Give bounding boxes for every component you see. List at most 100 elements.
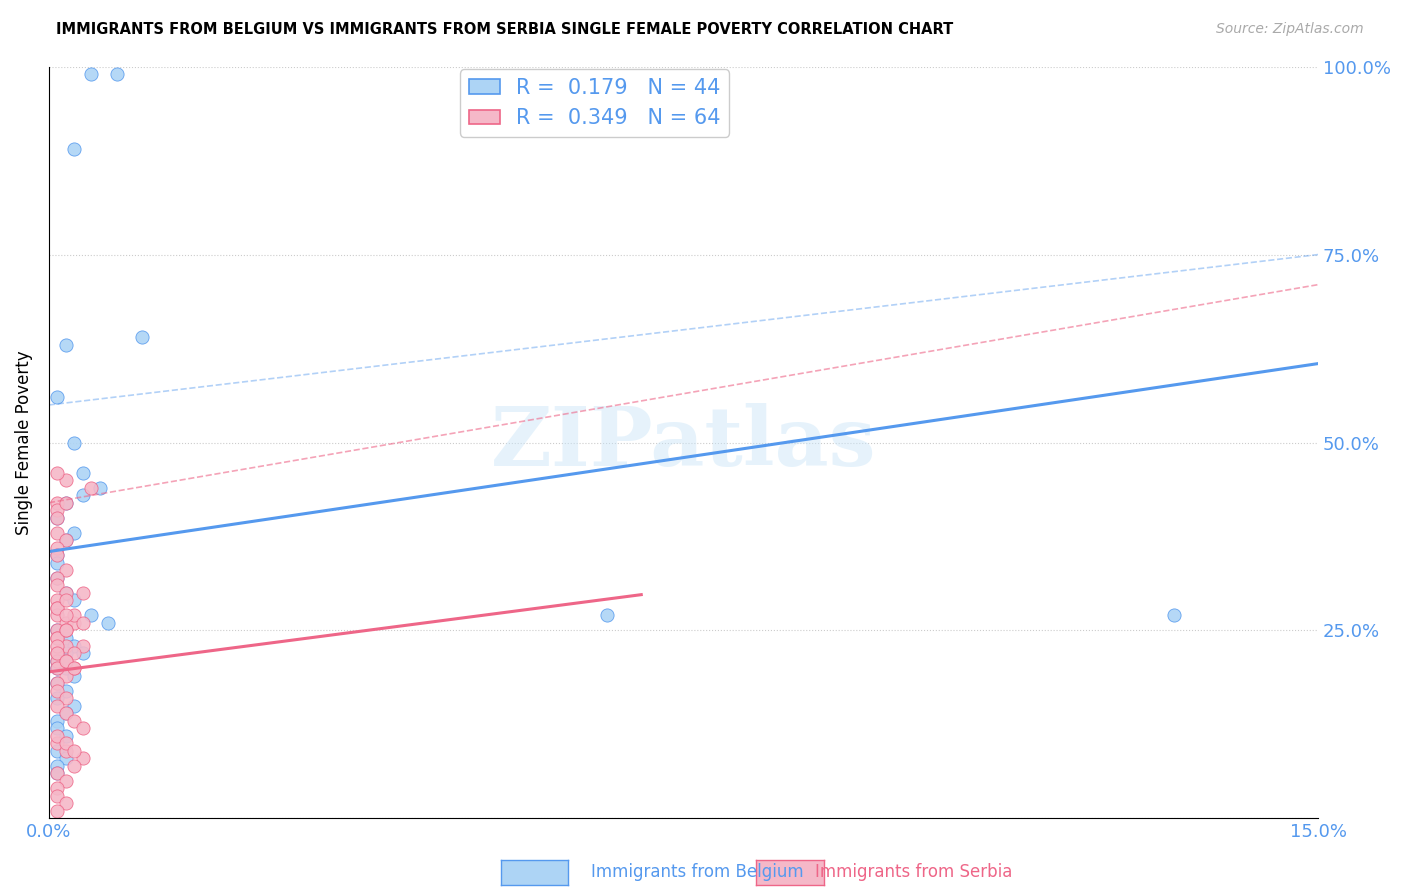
- Point: [55, 593, 77, 607]
- Point: [55, 496, 77, 510]
- Point: [596, 608, 619, 623]
- Point: [46, 676, 69, 690]
- Point: [46, 549, 69, 563]
- Point: [63, 615, 86, 630]
- Point: [46, 496, 69, 510]
- Point: [105, 67, 128, 81]
- Point: [63, 744, 86, 758]
- Point: [46, 646, 69, 660]
- Point: [46, 721, 69, 735]
- Point: [63, 661, 86, 675]
- Point: [1163, 608, 1185, 623]
- Point: [46, 698, 69, 713]
- Point: [46, 654, 69, 668]
- Point: [63, 608, 86, 623]
- Point: [55, 751, 77, 765]
- Point: [46, 510, 69, 524]
- Point: [55, 661, 77, 675]
- Point: [55, 646, 77, 660]
- Point: [72, 615, 94, 630]
- Point: [46, 510, 69, 524]
- Point: [55, 654, 77, 668]
- Point: [55, 615, 77, 630]
- Point: [55, 668, 77, 682]
- Point: [72, 466, 94, 480]
- Point: [63, 698, 86, 713]
- Point: [55, 338, 77, 352]
- Point: [80, 481, 103, 495]
- Point: [97, 615, 120, 630]
- Point: [55, 533, 77, 548]
- Point: [63, 646, 86, 660]
- Point: [63, 639, 86, 653]
- Point: [55, 773, 77, 788]
- Point: [46, 549, 69, 563]
- Point: [63, 661, 86, 675]
- Point: [46, 766, 69, 780]
- Point: [46, 736, 69, 750]
- Point: [72, 488, 94, 502]
- Point: [46, 766, 69, 780]
- Point: [55, 473, 77, 487]
- Point: [55, 683, 77, 698]
- Point: [46, 691, 69, 706]
- Point: [55, 797, 77, 811]
- Point: [63, 593, 86, 607]
- Text: Immigrants from Serbia: Immigrants from Serbia: [815, 863, 1012, 881]
- Point: [55, 736, 77, 750]
- Point: [63, 142, 86, 156]
- Text: ZIPatlas: ZIPatlas: [491, 402, 876, 483]
- Point: [80, 608, 103, 623]
- Point: [55, 744, 77, 758]
- Point: [131, 330, 153, 344]
- Point: [55, 639, 77, 653]
- Point: [46, 624, 69, 638]
- Point: [55, 691, 77, 706]
- Point: [46, 571, 69, 585]
- Point: [55, 654, 77, 668]
- Point: [46, 789, 69, 803]
- Point: [55, 496, 77, 510]
- Point: [63, 668, 86, 682]
- Point: [46, 631, 69, 645]
- Point: [46, 571, 69, 585]
- Point: [55, 608, 77, 623]
- Point: [63, 435, 86, 450]
- Point: [63, 714, 86, 728]
- Point: [46, 541, 69, 555]
- Text: IMMIGRANTS FROM BELGIUM VS IMMIGRANTS FROM SERBIA SINGLE FEMALE POVERTY CORRELAT: IMMIGRANTS FROM BELGIUM VS IMMIGRANTS FR…: [56, 22, 953, 37]
- Point: [46, 654, 69, 668]
- Point: [46, 556, 69, 570]
- Point: [55, 631, 77, 645]
- Point: [46, 525, 69, 540]
- Point: [55, 586, 77, 600]
- Point: [63, 525, 86, 540]
- Point: [46, 759, 69, 773]
- Point: [46, 729, 69, 743]
- Legend: R =  0.179   N = 44, R =  0.349   N = 64: R = 0.179 N = 44, R = 0.349 N = 64: [460, 70, 730, 136]
- Point: [55, 624, 77, 638]
- Point: [46, 804, 69, 818]
- Point: [46, 593, 69, 607]
- Text: Immigrants from Belgium: Immigrants from Belgium: [591, 863, 803, 881]
- Point: [72, 639, 94, 653]
- Point: [46, 639, 69, 653]
- Point: [55, 624, 77, 638]
- Point: [46, 781, 69, 796]
- Point: [89, 481, 111, 495]
- Point: [46, 744, 69, 758]
- Point: [46, 601, 69, 615]
- Point: [55, 533, 77, 548]
- Point: [46, 631, 69, 645]
- Point: [72, 721, 94, 735]
- Point: [55, 729, 77, 743]
- Point: [55, 706, 77, 721]
- Point: [80, 67, 103, 81]
- Point: [46, 608, 69, 623]
- Point: [46, 624, 69, 638]
- Point: [55, 586, 77, 600]
- Point: [55, 706, 77, 721]
- Point: [55, 563, 77, 577]
- Point: [63, 759, 86, 773]
- Text: Source: ZipAtlas.com: Source: ZipAtlas.com: [1216, 22, 1364, 37]
